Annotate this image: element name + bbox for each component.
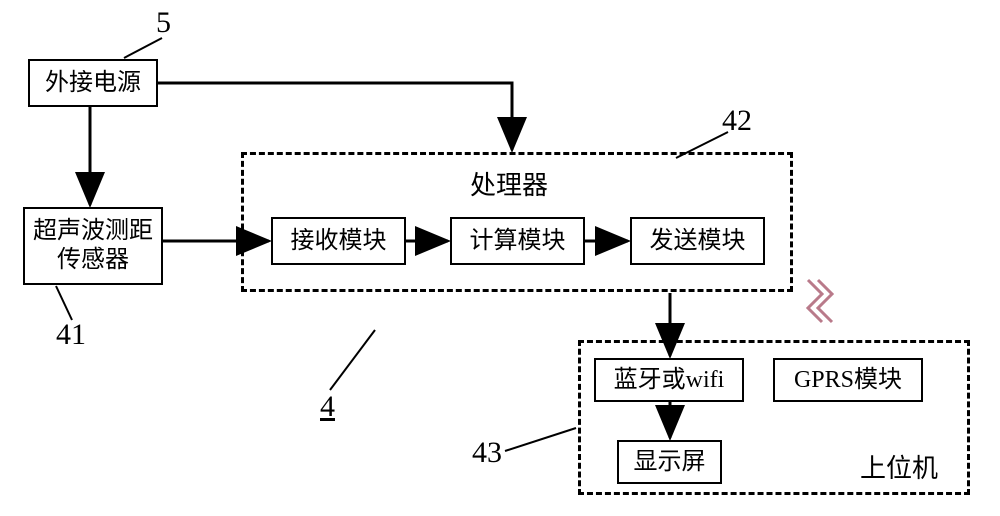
host-label-text: 上位机 bbox=[860, 454, 938, 483]
processor-title-text: 处理器 bbox=[470, 171, 548, 200]
node-power-label: 外接电源 bbox=[45, 69, 141, 98]
node-display: 显示屏 bbox=[617, 440, 722, 484]
callout-43: 43 bbox=[472, 436, 502, 470]
callout-41: 41 bbox=[56, 318, 86, 352]
node-sensor-label: 超声波测距传感器 bbox=[25, 217, 161, 275]
node-btwifi-label: 蓝牙或wifi bbox=[614, 366, 725, 395]
node-btwifi: 蓝牙或wifi bbox=[594, 358, 744, 402]
node-calc: 计算模块 bbox=[450, 217, 585, 265]
diagram-canvas: 外接电源 超声波测距传感器 处理器 接收模块 计算模块 发送模块 蓝牙或wifi… bbox=[0, 0, 1000, 516]
callout-5: 5 bbox=[156, 6, 171, 40]
callout-4: 4 bbox=[320, 390, 335, 424]
node-recv: 接收模块 bbox=[271, 217, 406, 265]
node-gprs-label: GPRS模块 bbox=[794, 366, 902, 395]
node-send-label: 发送模块 bbox=[650, 227, 746, 256]
node-gprs: GPRS模块 bbox=[773, 358, 923, 402]
node-calc-label: 计算模块 bbox=[470, 227, 566, 256]
processor-title: 处理器 bbox=[470, 165, 548, 202]
node-display-label: 显示屏 bbox=[634, 448, 706, 477]
node-send: 发送模块 bbox=[630, 217, 765, 265]
node-recv-label: 接收模块 bbox=[291, 227, 387, 256]
callout-42: 42 bbox=[722, 104, 752, 138]
host-label: 上位机 bbox=[860, 448, 938, 485]
node-power: 外接电源 bbox=[28, 59, 158, 107]
node-sensor: 超声波测距传感器 bbox=[23, 207, 163, 285]
